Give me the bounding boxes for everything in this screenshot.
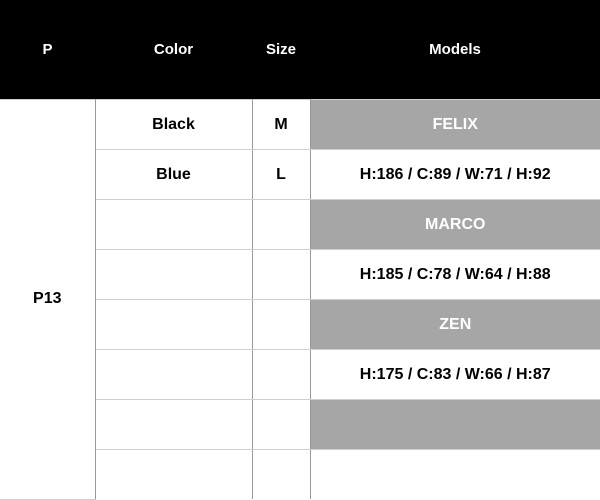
color-cell — [94, 449, 253, 499]
model-cell: ZEN — [309, 299, 600, 350]
color-cell — [94, 399, 253, 450]
color-cell: Black — [94, 99, 253, 150]
size-cell — [251, 449, 311, 499]
model-cell: H:186 / C:89 / W:71 / H:92 — [309, 149, 600, 200]
size-cell — [251, 349, 311, 400]
color-cell: Blue — [94, 149, 253, 200]
header-models: Models — [310, 0, 600, 100]
size-cell: L — [251, 149, 311, 200]
header-size: Size — [252, 0, 310, 100]
table-row: P13 Black M FELIX — [0, 99, 600, 500]
color-cell — [94, 249, 253, 300]
size-cell — [251, 199, 311, 250]
size-cell — [251, 399, 311, 450]
table-row: MARCO — [0, 199, 600, 250]
product-cell: P13 — [0, 99, 96, 500]
color-cell — [94, 199, 253, 250]
header-row: P Color Size Models — [0, 0, 600, 100]
table-row — [0, 399, 600, 450]
color-cell — [94, 349, 253, 400]
model-cell — [309, 449, 600, 499]
model-cell: H:175 / C:83 / W:66 / H:87 — [309, 349, 600, 400]
model-cell: MARCO — [309, 199, 600, 250]
size-cell: M — [251, 99, 311, 150]
model-cell: FELIX — [309, 99, 600, 150]
header-p: P — [0, 0, 95, 100]
size-cell — [251, 299, 311, 350]
model-cell: H:185 / C:78 / W:64 / H:88 — [309, 249, 600, 300]
model-cell — [309, 399, 600, 450]
table-row — [0, 449, 600, 499]
size-cell — [251, 249, 311, 300]
color-cell — [94, 299, 253, 350]
header-color: Color — [95, 0, 252, 100]
